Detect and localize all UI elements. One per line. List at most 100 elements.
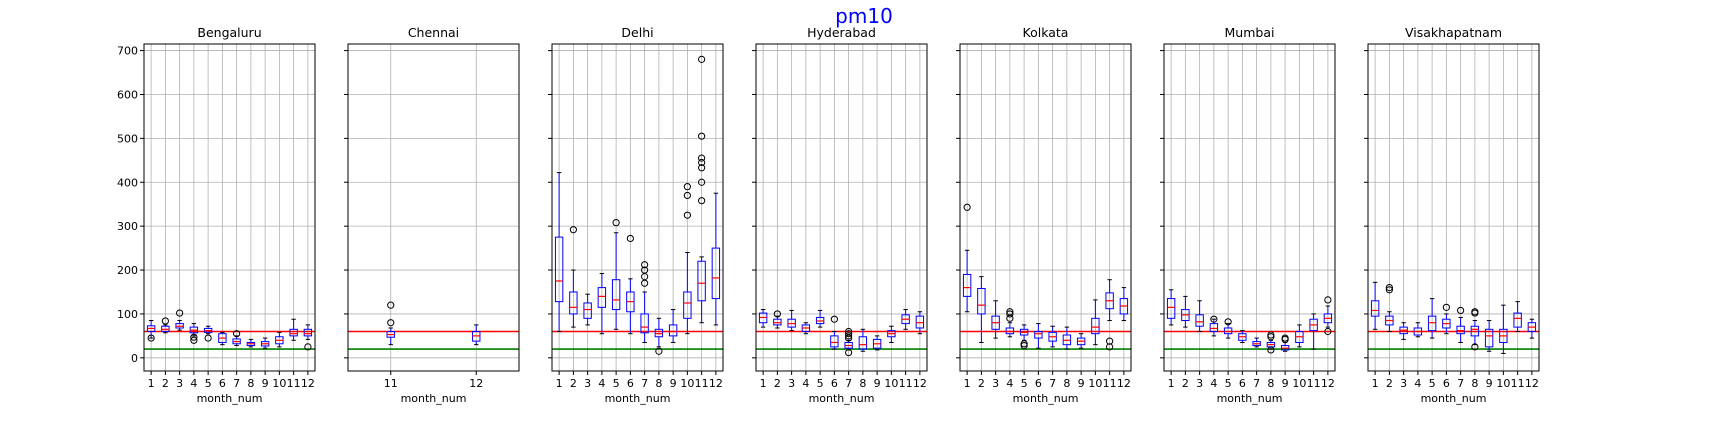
xtick-label: 3	[176, 377, 183, 390]
x-axis-label: month_num	[197, 392, 263, 405]
xtick-label: 11	[1511, 377, 1525, 390]
xtick-label: 12	[1321, 377, 1335, 390]
xtick-label: 6	[1443, 377, 1450, 390]
xtick-label: 8	[859, 377, 866, 390]
xtick-label: 6	[1239, 377, 1246, 390]
xtick-label: 1	[148, 377, 155, 390]
x-axis-label: month_num	[1421, 392, 1487, 405]
xtick-label: 3	[992, 377, 999, 390]
box-iqr	[1005, 327, 1015, 335]
panel-title: Hyderabad	[807, 25, 876, 40]
outlier-point	[1385, 284, 1393, 292]
xtick-label: 8	[247, 377, 254, 390]
xtick-label: 5	[205, 377, 212, 390]
outlier-point	[830, 315, 838, 323]
box-iqr	[683, 291, 692, 319]
xtick-label: 2	[1386, 377, 1393, 390]
outlier-point	[655, 347, 663, 355]
panel-title: Bengaluru	[197, 25, 261, 40]
box-iqr	[1166, 298, 1176, 319]
xtick-label: 7	[233, 377, 240, 390]
outlier-point	[387, 301, 395, 309]
xtick-label: 4	[598, 377, 605, 390]
xtick-label: 11	[695, 377, 709, 390]
outlier-point	[1006, 310, 1014, 318]
xtick-label: 10	[1292, 377, 1306, 390]
outlier-point	[698, 164, 706, 172]
axes-frame	[1163, 43, 1336, 372]
outlier-point	[1210, 315, 1218, 323]
box-iqr	[1470, 325, 1480, 337]
xtick-label: 11	[899, 377, 913, 390]
outlier-point	[1385, 286, 1393, 294]
x-axis-label: month_num	[809, 392, 875, 405]
axes-frame	[755, 43, 928, 372]
outlier-point	[1006, 308, 1014, 316]
box-iqr	[554, 236, 564, 303]
xtick-label: 9	[1486, 377, 1493, 390]
outlier-point	[683, 183, 691, 191]
outlier-point	[161, 317, 169, 325]
xtick-label: 5	[1021, 377, 1028, 390]
box-iqr	[1034, 330, 1043, 339]
outlier-point	[1020, 340, 1028, 348]
xtick-label: 2	[774, 377, 781, 390]
xtick-label: 6	[1035, 377, 1042, 390]
box-iqr	[597, 287, 607, 308]
ytick-label: 300	[117, 220, 138, 233]
box-iqr	[915, 315, 925, 329]
x-axis-label: month_num	[1217, 392, 1283, 405]
xtick-label: 2	[570, 377, 577, 390]
box-iqr	[858, 336, 868, 350]
outlier-point	[569, 226, 577, 234]
box-iqr	[1209, 323, 1219, 332]
ytick-label: 400	[117, 176, 138, 189]
box-iqr	[640, 313, 649, 334]
panel-title: Visakhapatnam	[1405, 25, 1502, 40]
axes-frame	[347, 43, 520, 372]
outlier-point	[1324, 296, 1332, 304]
outlier-point	[176, 309, 184, 317]
outlier-point	[1267, 346, 1275, 354]
xtick-label: 9	[262, 377, 269, 390]
outlier-point	[1281, 334, 1289, 342]
x-axis-label: month_num	[605, 392, 671, 405]
box-iqr	[1513, 312, 1522, 328]
xtick-label: 10	[1088, 377, 1102, 390]
xtick-label: 10	[884, 377, 898, 390]
outlier-point	[1267, 331, 1275, 339]
outlier-point	[190, 336, 198, 344]
box-iqr	[569, 291, 578, 315]
xtick-label: 2	[978, 377, 985, 390]
ytick-label: 200	[117, 264, 138, 277]
box-iqr	[697, 260, 706, 302]
outlier-point	[1471, 343, 1479, 351]
box-iqr	[962, 273, 972, 297]
xtick-label: 4	[1210, 377, 1217, 390]
xtick-label: 8	[1471, 377, 1478, 390]
xtick-label: 7	[1049, 377, 1056, 390]
xtick-label: 4	[190, 377, 197, 390]
xtick-label: 1	[556, 377, 563, 390]
xtick-label: 12	[709, 377, 723, 390]
x-axis-label: month_num	[401, 392, 467, 405]
xtick-label: 3	[1196, 377, 1203, 390]
box-iqr	[654, 328, 664, 338]
box-iqr	[1195, 314, 1204, 327]
outlier-point	[845, 332, 853, 340]
xtick-label: 4	[802, 377, 809, 390]
outlier-point	[698, 158, 706, 167]
outlier-point	[1442, 303, 1450, 311]
xtick-label: 10	[1496, 377, 1510, 390]
outlier-point	[773, 310, 781, 318]
xtick-label: 5	[613, 377, 620, 390]
xtick-label: 9	[874, 377, 881, 390]
xtick-label: 7	[845, 377, 852, 390]
xtick-label: 9	[1282, 377, 1289, 390]
outlier-point	[698, 178, 706, 186]
outlier-point	[963, 203, 971, 211]
outlier-point	[683, 191, 691, 200]
ytick-label: 700	[117, 45, 138, 58]
